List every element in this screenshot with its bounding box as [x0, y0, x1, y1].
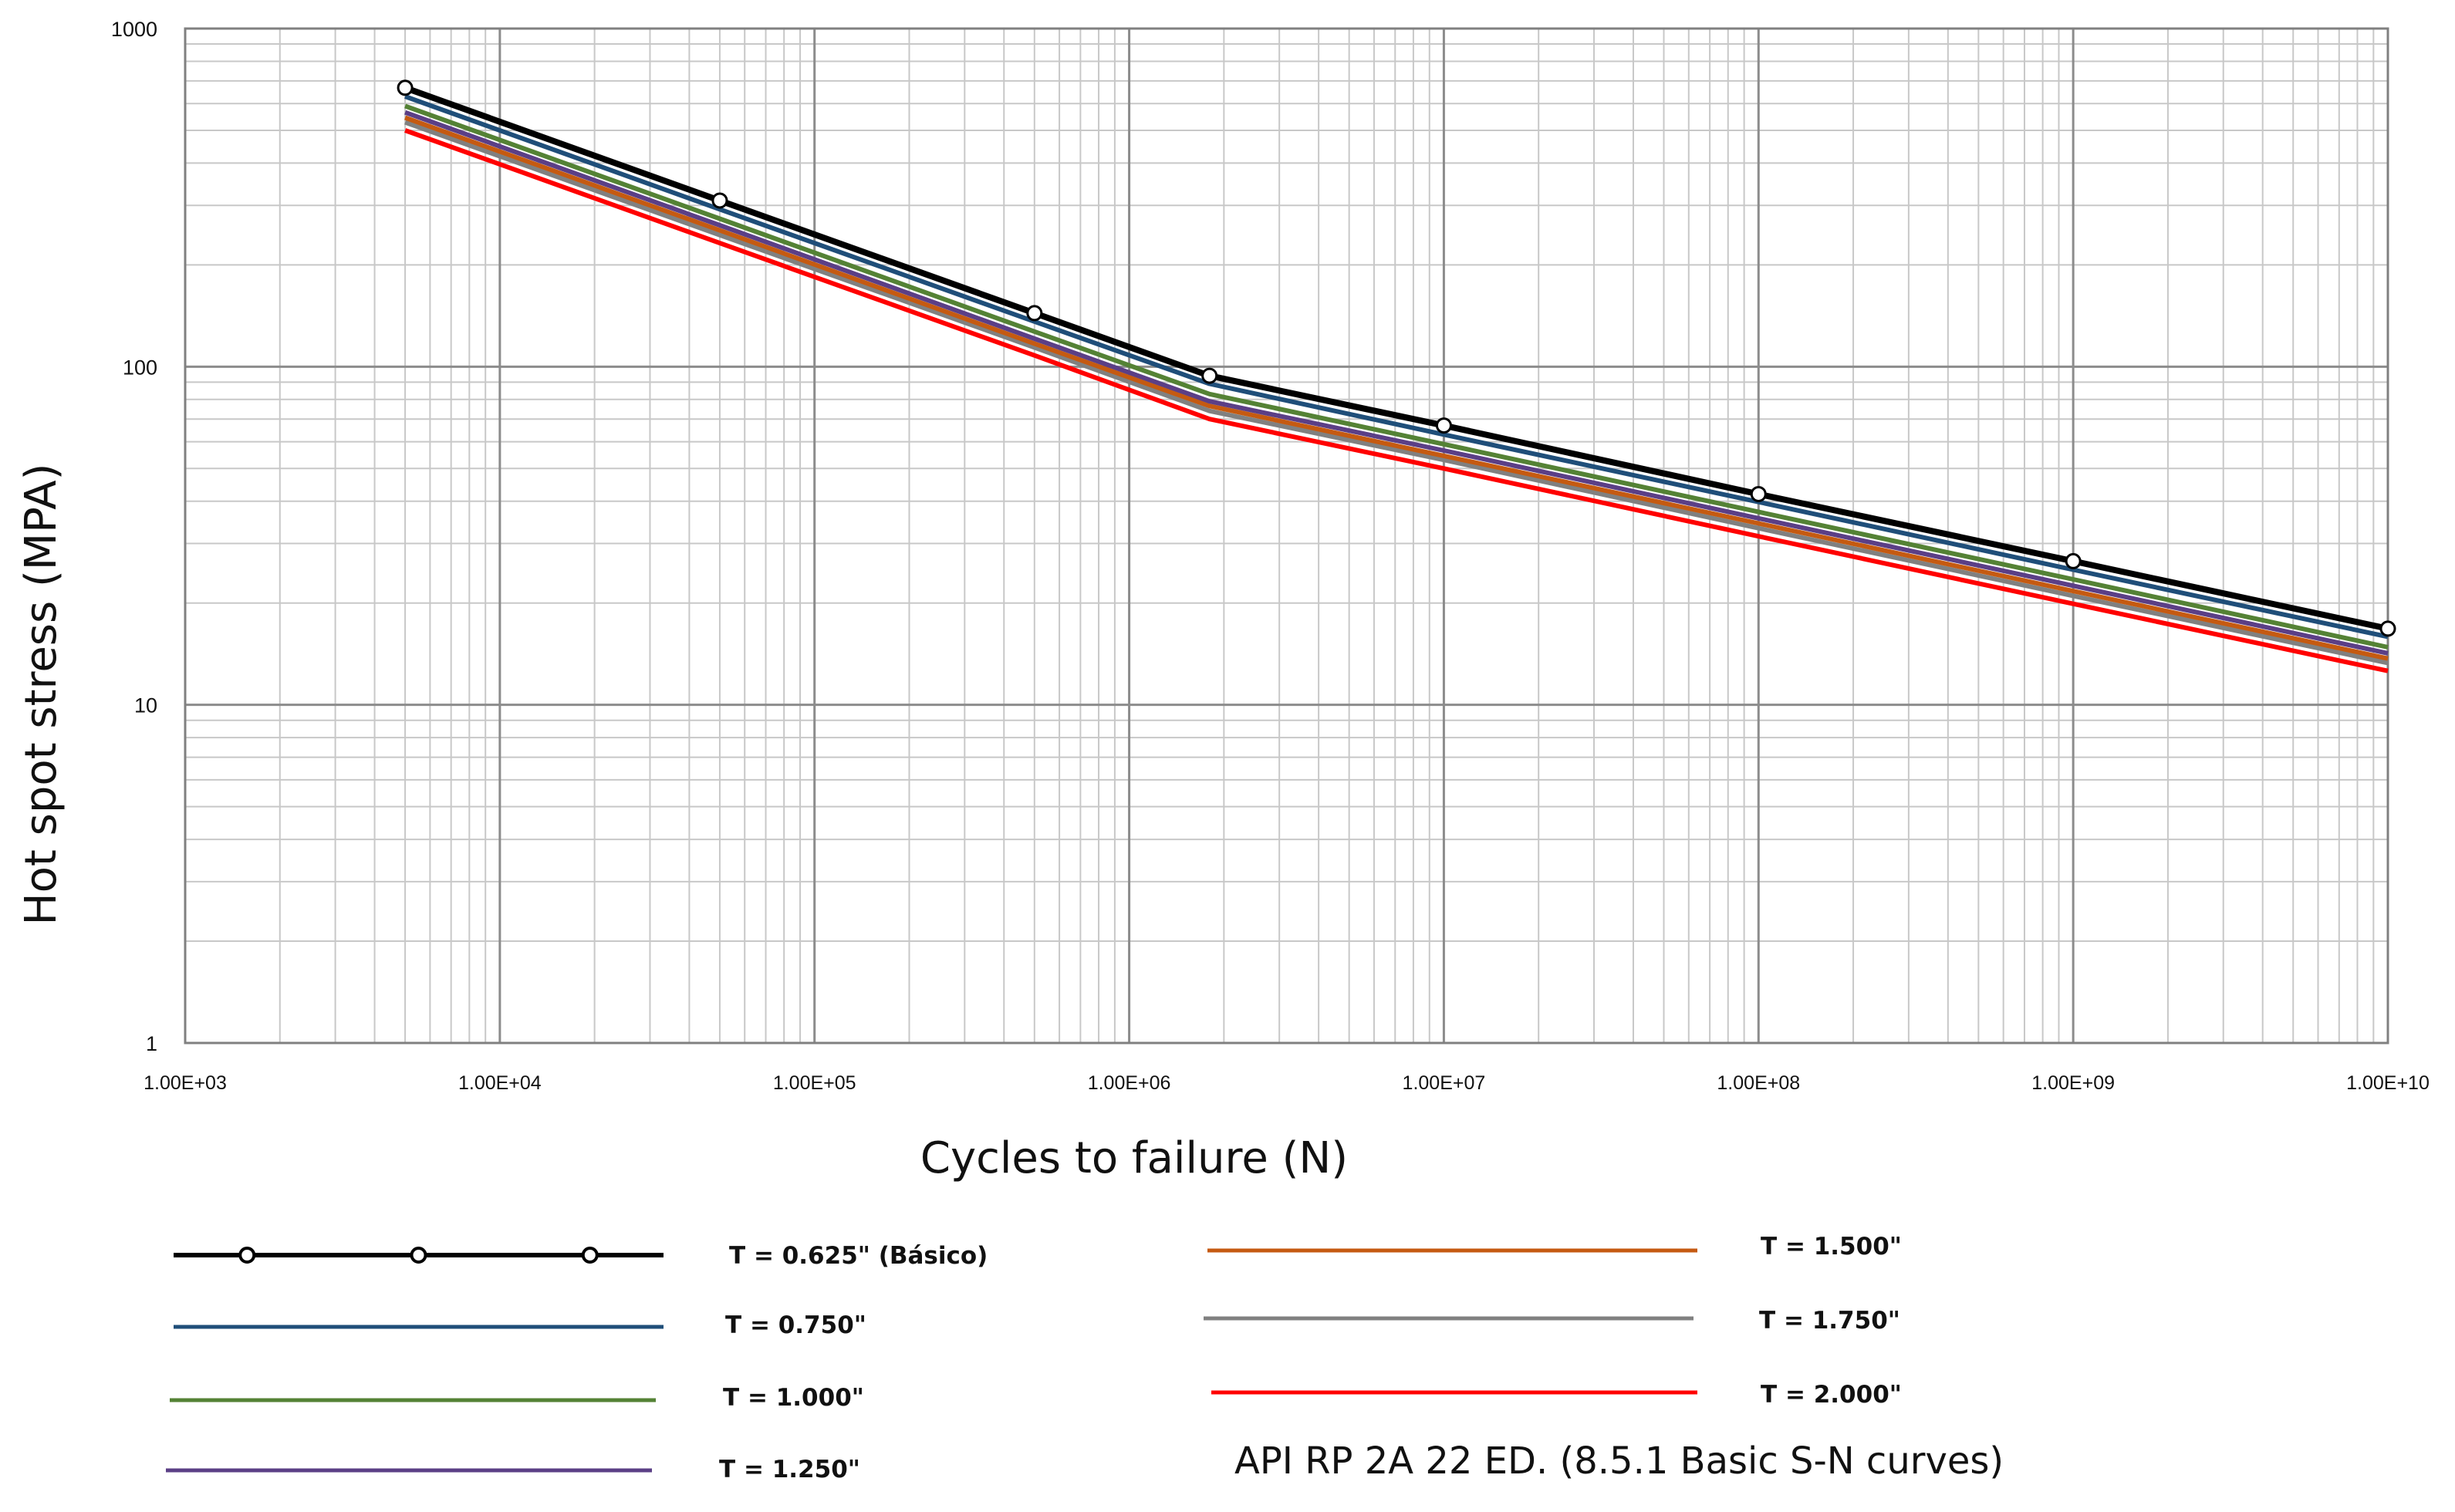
- legend-label-1: T = 0.625" (Básico): [729, 1242, 988, 1270]
- series-line-6: [404, 120, 2389, 666]
- x-tick-label: 1.00E+04: [458, 1072, 542, 1094]
- major-gridlines: [184, 27, 2389, 1045]
- legend-label-7: T = 2.000": [1761, 1381, 1902, 1409]
- x-axis-ticks: 1.00E+03 1.00E+04 1.00E+05 1.00E+06 1.00E+07…: [144, 1072, 2430, 1094]
- x-axis-title: Cycles to failure (N): [920, 1133, 1348, 1183]
- x-tick-label: 1.00E+10: [2346, 1072, 2430, 1094]
- data-point-marker: [711, 192, 728, 209]
- legend: T = 0.625" (Básico) T = 0.750" T = 1.000" T…: [166, 1233, 1902, 1483]
- data-point-marker: [2065, 552, 2082, 569]
- data-point-marker: [1201, 367, 1218, 384]
- y-tick-label: 1000: [111, 18, 157, 41]
- legend-marker: [238, 1247, 256, 1264]
- series-layer: [397, 79, 2396, 673]
- data-point-marker: [1026, 305, 1043, 322]
- x-tick-label: 1.00E+05: [773, 1072, 856, 1094]
- chart-annotation: API RP 2A 22 ED. (8.5.1 Basic S-N curves…: [1234, 1439, 2004, 1483]
- x-tick-label: 1.00E+03: [144, 1072, 227, 1094]
- legend-marker: [410, 1247, 427, 1264]
- y-tick-label: 100: [123, 356, 157, 379]
- minor-gridlines: [185, 29, 2388, 1043]
- data-point-marker: [397, 79, 414, 96]
- legend-label-3: T = 1.000": [723, 1384, 864, 1412]
- legend-label-6: T = 1.750": [1759, 1307, 1900, 1335]
- x-tick-label: 1.00E+09: [2031, 1072, 2115, 1094]
- data-point-marker: [2379, 620, 2396, 637]
- data-point-marker: [1435, 417, 1452, 434]
- series-line-1: [404, 85, 2389, 632]
- legend-label-4: T = 1.250": [719, 1456, 860, 1483]
- x-tick-label: 1.00E+07: [1403, 1072, 1486, 1094]
- x-tick-label: 1.00E+08: [1717, 1072, 1800, 1094]
- series-line-4: [404, 110, 2389, 656]
- series-line-3: [404, 103, 2389, 650]
- series-line-2: [404, 94, 2389, 640]
- y-tick-label: 1: [146, 1032, 157, 1055]
- legend-label-2: T = 0.750": [725, 1311, 866, 1339]
- data-point-marker: [1750, 485, 1767, 502]
- series-line-7: [404, 128, 2389, 673]
- y-tick-label: 10: [134, 694, 157, 717]
- y-axis-title: Hot spot stress (MPA): [16, 464, 66, 926]
- plot-area-frame: [184, 27, 2389, 1045]
- legend-marker: [581, 1247, 599, 1264]
- x-tick-label: 1.00E+06: [1088, 1072, 1171, 1094]
- legend-label-5: T = 1.500": [1761, 1233, 1902, 1261]
- series-line-5: [404, 115, 2389, 661]
- y-axis-ticks: 1 10 100 1000: [111, 18, 157, 1055]
